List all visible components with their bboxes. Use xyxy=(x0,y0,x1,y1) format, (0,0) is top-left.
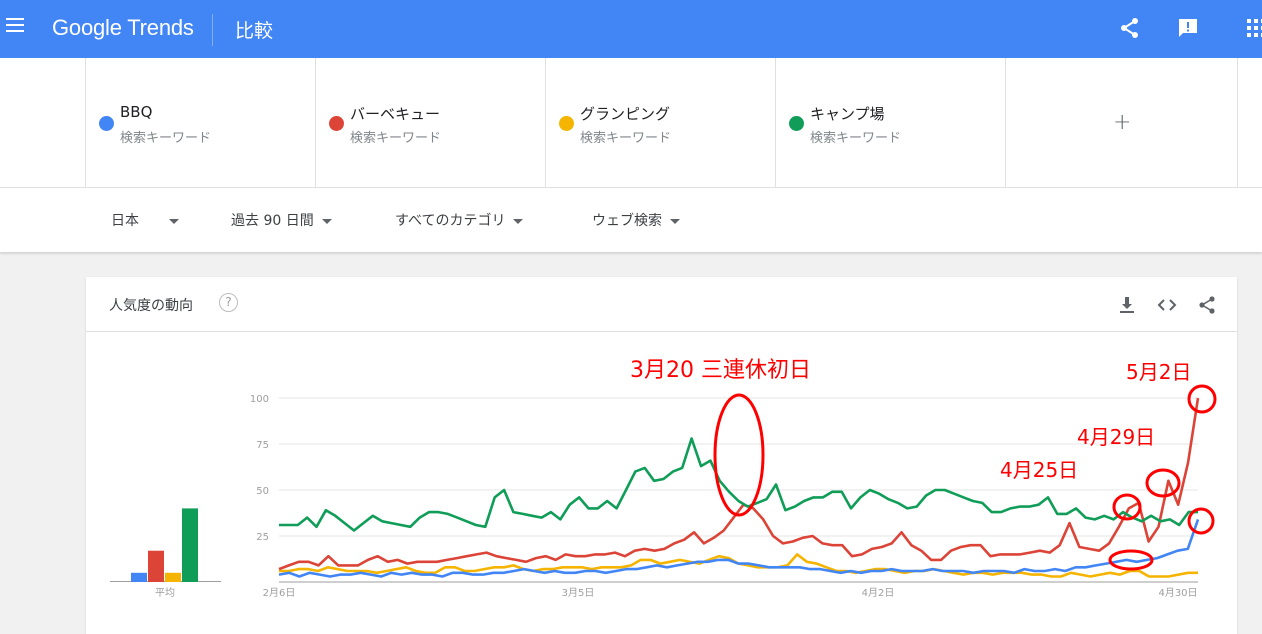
add-comparison-button[interactable]: + xyxy=(1005,58,1238,187)
x-tick-label: 2月6日 xyxy=(263,587,296,599)
annotation-text: 5月2日 xyxy=(1126,360,1191,384)
period-filter-label: 過去 90 日間 xyxy=(231,213,314,229)
term-type: 検索キーワード xyxy=(120,131,212,146)
dropdown-caret-icon xyxy=(169,218,179,224)
y-tick-label: 50 xyxy=(256,486,269,497)
term-card-campsite[interactable]: キャンプ場 検索キーワード xyxy=(775,58,1005,187)
period-filter[interactable]: 過去 90 日間 xyxy=(231,210,332,230)
series-line-3 xyxy=(279,437,1198,532)
y-tick-label: 25 xyxy=(256,532,269,543)
series-line-0 xyxy=(278,518,1200,578)
term-card-bbq[interactable]: BBQ 検索キーワード xyxy=(85,58,315,187)
card-title: 人気度の動向 xyxy=(109,298,193,314)
annotation-circle xyxy=(1187,384,1217,414)
header-divider xyxy=(212,14,213,46)
series-line-1 xyxy=(278,397,1200,571)
term-color-dot xyxy=(789,116,804,131)
menu-icon[interactable] xyxy=(6,18,24,32)
feedback-icon[interactable] xyxy=(1176,16,1200,40)
annotation-circle xyxy=(1108,549,1154,571)
x-tick-label: 3月5日 xyxy=(562,587,595,599)
term-name: BBQ xyxy=(120,103,153,121)
card-header: 人気度の動向 ? xyxy=(86,277,1237,332)
region-filter[interactable]: 日本 xyxy=(111,210,179,230)
term-color-dot xyxy=(329,116,344,131)
y-tick-label: 75 xyxy=(256,440,269,451)
term-type: 検索キーワード xyxy=(810,131,902,146)
term-name: キャンプ場 xyxy=(810,105,885,123)
category-filter[interactable]: すべてのカテゴリ xyxy=(395,210,524,230)
term-card-barbecue[interactable]: バーベキュー 検索キーワード xyxy=(315,58,545,187)
top-app-bar: Google Trends 比較 xyxy=(0,0,1262,58)
search-type-filter-label: ウェブ検索 xyxy=(592,213,662,229)
term-type: 検索キーワード xyxy=(350,131,442,146)
share-chart-icon[interactable] xyxy=(1197,295,1217,315)
term-type: 検索キーワード xyxy=(580,131,672,146)
help-icon[interactable]: ? xyxy=(219,293,238,312)
google-trends-logo[interactable]: Google Trends xyxy=(52,15,194,40)
embed-code-icon[interactable] xyxy=(1157,295,1177,315)
annotation-circle xyxy=(1145,468,1181,498)
average-bar xyxy=(131,572,147,582)
region-filter-label: 日本 xyxy=(111,213,139,229)
annotation-text: 4月25日 xyxy=(1000,458,1078,482)
annotation-circle xyxy=(713,393,765,517)
x-tick-label: 4月30日 xyxy=(1158,587,1197,599)
dropdown-caret-icon xyxy=(321,218,332,224)
y-tick-label: 100 xyxy=(250,394,269,405)
average-label: 平均 xyxy=(155,587,175,599)
average-bar xyxy=(148,550,164,582)
term-color-dot xyxy=(559,116,574,131)
annotation-circle xyxy=(1112,493,1142,521)
filter-bar: 日本 過去 90 日間 すべてのカテゴリ ウェブ検索 xyxy=(0,188,1262,252)
term-name: グランピング xyxy=(580,105,671,123)
compare-terms-bar: BBQ 検索キーワード バーベキュー 検索キーワード グランピング 検索キーワー… xyxy=(0,58,1262,188)
share-icon[interactable] xyxy=(1118,16,1142,40)
annotation-circle xyxy=(1187,507,1215,535)
dropdown-caret-icon xyxy=(513,218,524,224)
dropdown-caret-icon xyxy=(670,218,680,224)
category-filter-label: すべてのカテゴリ xyxy=(395,213,506,229)
search-type-filter[interactable]: ウェブ検索 xyxy=(592,210,680,230)
plus-icon: + xyxy=(1113,110,1132,135)
annotation-text: 3月20 三連休初日 xyxy=(630,358,811,383)
term-name: バーベキュー xyxy=(350,105,441,123)
annotation-text: 4月29日 xyxy=(1077,425,1155,449)
term-card-glamping[interactable]: グランピング 検索キーワード xyxy=(545,58,775,187)
average-bar xyxy=(165,572,181,582)
term-color-dot xyxy=(99,116,114,131)
average-bar xyxy=(182,508,198,582)
download-csv-icon[interactable] xyxy=(1117,295,1137,315)
x-tick-label: 4月2日 xyxy=(862,587,895,599)
page-title: 比較 xyxy=(235,20,274,42)
